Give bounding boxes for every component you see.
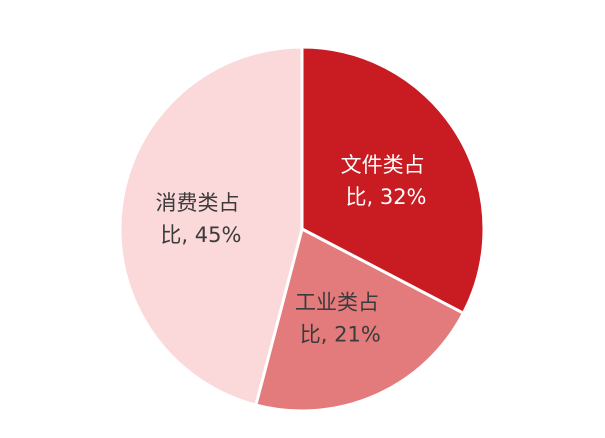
slice-label-0-line-2: 比, 32%	[345, 185, 426, 209]
slice-label-2-line-2: 比, 45%	[160, 223, 241, 247]
slice-label-0: 文件类占 比, 32%	[341, 153, 432, 209]
pie-slice-0	[300, 45, 486, 315]
slice-label-1-line-1: 工业类占	[295, 291, 379, 315]
pie-slices	[118, 45, 486, 413]
slice-label-1-line-2: 比, 21%	[300, 323, 381, 347]
pie-slice-2	[118, 45, 304, 407]
slice-label-0-line-1: 文件类占	[341, 153, 425, 177]
slice-label-2: 消费类占 比, 45%	[156, 191, 247, 247]
pie-labels: 文件类占 比, 32% 工业类占 比, 21% 消费类占 比, 45%	[156, 153, 432, 347]
slice-label-2-line-1: 消费类占	[156, 191, 240, 215]
pie-slice-1	[254, 227, 465, 413]
slice-label-1: 工业类占 比, 21%	[295, 291, 386, 347]
